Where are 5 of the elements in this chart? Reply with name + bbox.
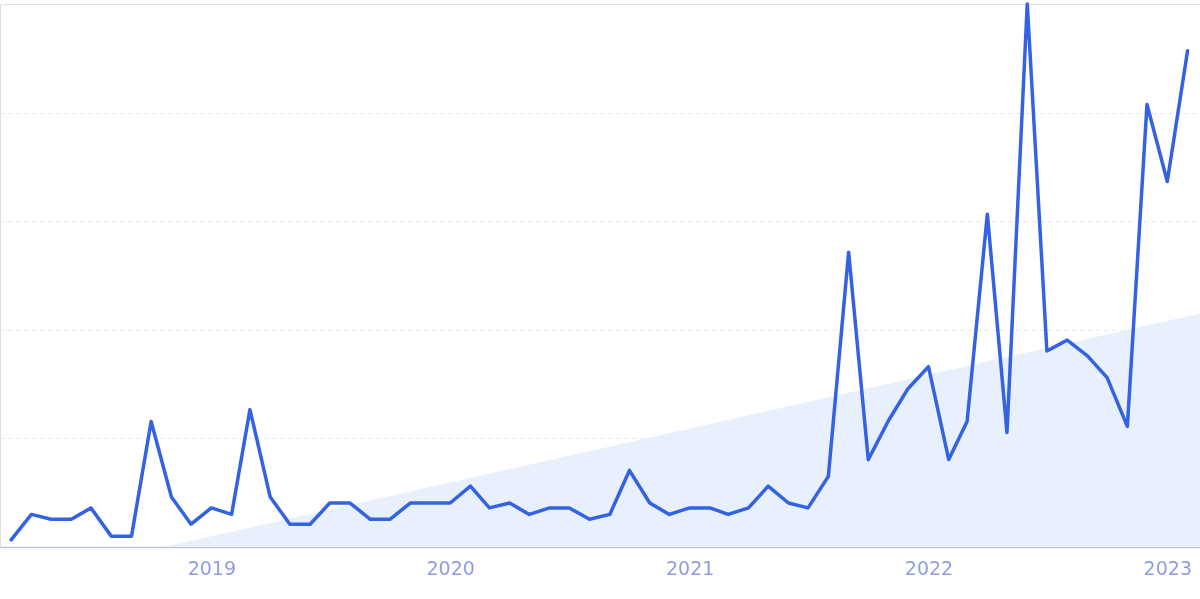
x-tick-label: 2023	[1143, 556, 1192, 579]
x-tick-label: 2022	[904, 556, 954, 579]
x-tick-label: 2021	[665, 556, 715, 579]
x-tick-label: 2020	[426, 556, 475, 579]
x-tick-label: 2019	[187, 556, 237, 579]
